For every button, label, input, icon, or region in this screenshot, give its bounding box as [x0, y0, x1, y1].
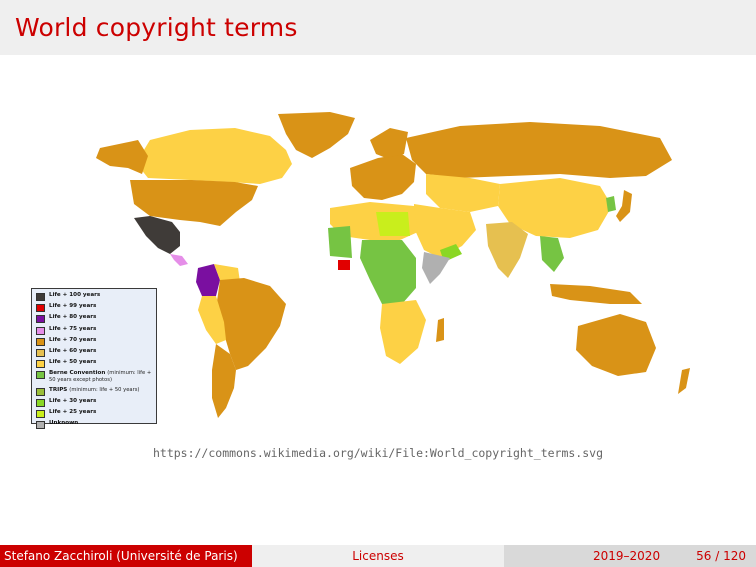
world-map-figure — [96, 112, 690, 418]
legend-swatch — [36, 304, 45, 313]
legend-swatch — [36, 387, 45, 396]
source-url[interactable]: https://commons.wikimedia.org/wiki/File:… — [152, 446, 604, 460]
map-central-asia — [426, 174, 500, 212]
legend-label: Life + 30 years — [49, 397, 97, 404]
legend-item: Life + 60 years — [36, 348, 153, 357]
legend-swatch — [36, 337, 45, 346]
title-bar: World copyright terms — [0, 0, 756, 55]
legend-label: Berne Convention (minimum: life + 50 yea… — [49, 370, 153, 384]
legend-label: Life + 80 years — [49, 314, 97, 321]
legend-label: Life + 50 years — [49, 359, 97, 366]
legend-item: Berne Convention (minimum: life + 50 yea… — [36, 370, 153, 384]
map-southern-africa — [380, 300, 426, 364]
map-venezuela — [214, 264, 240, 282]
map-southeast-asia — [540, 236, 564, 272]
legend-item: Life + 30 years — [36, 398, 153, 407]
map-scandinavia — [370, 128, 408, 158]
map-russia — [406, 122, 672, 178]
legend-item: TRIPS (minimum: life + 50 years) — [36, 387, 153, 396]
map-new-zealand — [678, 368, 690, 394]
map-colombia — [196, 264, 220, 296]
map-alaska — [96, 140, 148, 174]
legend-swatch — [36, 371, 45, 380]
footer: Stefano Zacchiroli (Université de Paris)… — [0, 545, 756, 567]
map-central-africa — [360, 240, 416, 304]
map-indonesia — [550, 284, 642, 304]
legend-swatch — [36, 409, 45, 418]
legend-item: Unknown — [36, 420, 153, 430]
legend-label-text: Berne Convention — [49, 370, 106, 377]
legend-label: Life + 99 years — [49, 303, 97, 310]
legend-item: Life + 100 years — [36, 292, 153, 301]
map-canada — [136, 128, 292, 184]
legend-label: Life + 60 years — [49, 347, 97, 354]
map-europe — [350, 154, 416, 200]
map-korea — [606, 196, 616, 212]
footer-author: Stefano Zacchiroli (Université de Paris) — [0, 545, 252, 567]
map-usa — [130, 180, 258, 226]
map-argentina-chile — [212, 344, 236, 418]
legend-label: Life + 70 years — [49, 336, 97, 343]
map-legend: Life + 100 years Life + 99 years Life + … — [31, 288, 157, 430]
footer-date: 2019–2020 — [593, 549, 661, 563]
map-horn-of-africa — [422, 252, 450, 284]
map-libya — [376, 212, 410, 236]
map-mexico — [134, 216, 180, 254]
world-map — [30, 108, 710, 428]
legend-label-text: TRIPS — [49, 386, 68, 393]
legend-swatch — [36, 360, 45, 369]
legend-label: Life + 25 years — [49, 408, 97, 415]
legend-swatch — [36, 348, 45, 357]
legend-swatch — [36, 315, 45, 324]
legend-item: Life + 50 years — [36, 359, 153, 369]
map-madagascar — [436, 318, 444, 342]
legend-item: Life + 80 years — [36, 314, 153, 324]
map-india — [486, 222, 528, 278]
footer-right: 2019–2020 56 / 120 — [504, 545, 756, 567]
legend-swatch — [36, 421, 45, 430]
legend-label: Life + 75 years — [49, 325, 97, 332]
map-central-america — [170, 254, 188, 266]
legend-note: (minimum: life + 50 years) — [69, 386, 140, 393]
legend-swatch — [36, 398, 45, 407]
map-west-africa — [328, 226, 352, 258]
legend-swatch — [36, 326, 45, 335]
footer-page-number: 56 / 120 — [696, 549, 746, 563]
legend-note: (minimum: life + 50 years except photos) — [49, 370, 152, 384]
map-australia — [576, 314, 656, 376]
legend-swatch — [36, 293, 45, 301]
slide-title: World copyright terms — [15, 13, 298, 42]
legend-item: Life + 75 years — [36, 326, 153, 335]
legend-label: TRIPS (minimum: life + 50 years) — [49, 387, 139, 394]
legend-item: Life + 70 years — [36, 337, 153, 346]
map-brazil — [216, 278, 286, 370]
map-ivory-coast — [338, 260, 350, 270]
legend-label: Unknown — [49, 420, 79, 427]
map-china — [498, 178, 612, 238]
map-japan — [616, 190, 632, 222]
map-middle-east — [414, 204, 476, 258]
map-peru-bolivia — [198, 296, 226, 344]
map-greenland — [278, 112, 355, 158]
footer-topic: Licenses — [252, 545, 504, 567]
legend-label: Life + 100 years — [49, 292, 101, 298]
legend-item: Life + 25 years — [36, 409, 153, 418]
legend-item: Life + 99 years — [36, 303, 153, 313]
